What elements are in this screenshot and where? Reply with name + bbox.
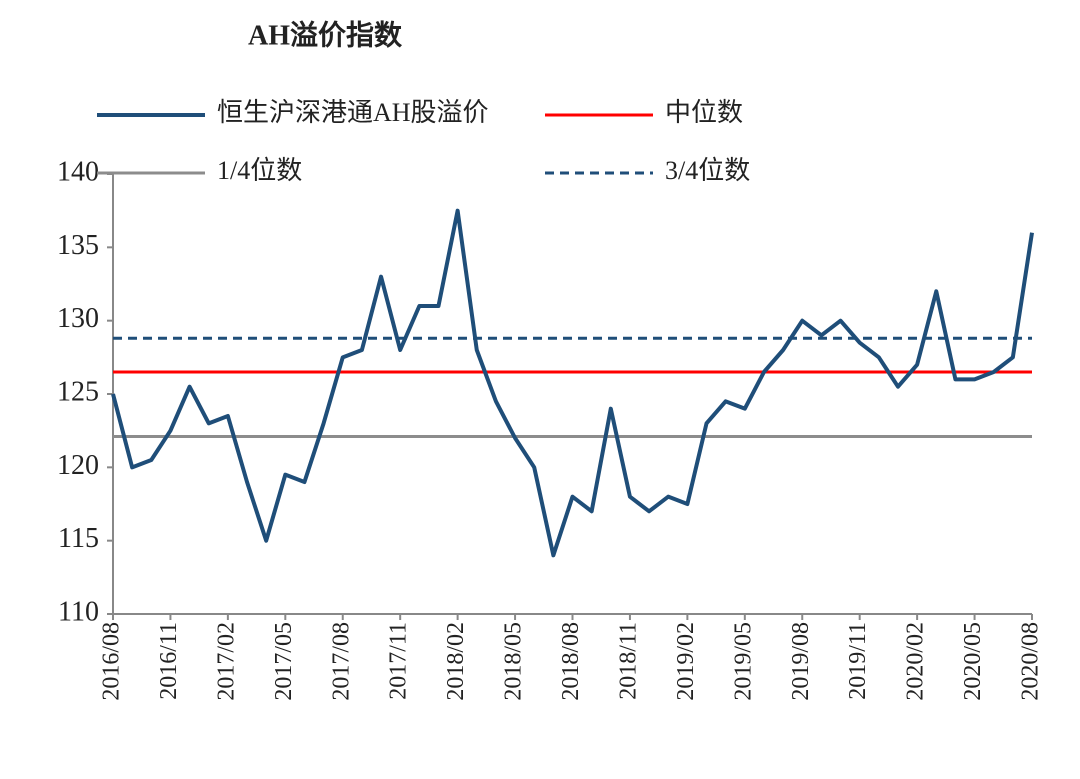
- x-tick-label: 2019/05: [730, 622, 756, 701]
- y-tick-label: 130: [57, 303, 99, 334]
- legend-label: 恒生沪深港通AH股溢价: [217, 98, 489, 127]
- legend-label: 中位数: [665, 98, 743, 127]
- x-tick-label: 2018/05: [501, 622, 527, 701]
- x-tick-label: 2017/08: [328, 622, 354, 701]
- x-tick-label: 2017/02: [213, 622, 239, 701]
- data-line: [111, 208, 1034, 558]
- x-tick-label: 2018/02: [443, 622, 469, 701]
- x-tick-label: 2020/02: [903, 622, 929, 701]
- x-tick-label: 2018/11: [615, 622, 641, 700]
- x-tick-label: 2020/08: [1018, 622, 1044, 701]
- x-tick-label: 2016/08: [99, 622, 125, 701]
- legend-label: 3/4位数: [665, 156, 750, 185]
- y-tick-label: 135: [57, 230, 99, 261]
- x-tick-label: 2018/08: [558, 622, 584, 701]
- x-tick-label: 2017/05: [271, 622, 297, 701]
- y-tick-label: 120: [57, 450, 99, 481]
- y-tick-label: 125: [57, 376, 99, 407]
- y-tick-label: 140: [57, 156, 99, 187]
- chart-title: AH溢价指数: [248, 19, 403, 51]
- legend-label: 1/4位数: [217, 156, 302, 185]
- x-tick-label: 2020/05: [960, 622, 986, 701]
- y-tick-label: 115: [58, 523, 99, 554]
- y-tick-label: 110: [58, 596, 99, 627]
- x-tick-label: 2016/11: [156, 622, 182, 700]
- x-tick-label: 2019/11: [845, 622, 871, 700]
- x-tick-label: 2017/11: [386, 622, 412, 700]
- x-tick-label: 2019/02: [673, 622, 699, 701]
- x-tick-label: 2019/08: [788, 622, 814, 701]
